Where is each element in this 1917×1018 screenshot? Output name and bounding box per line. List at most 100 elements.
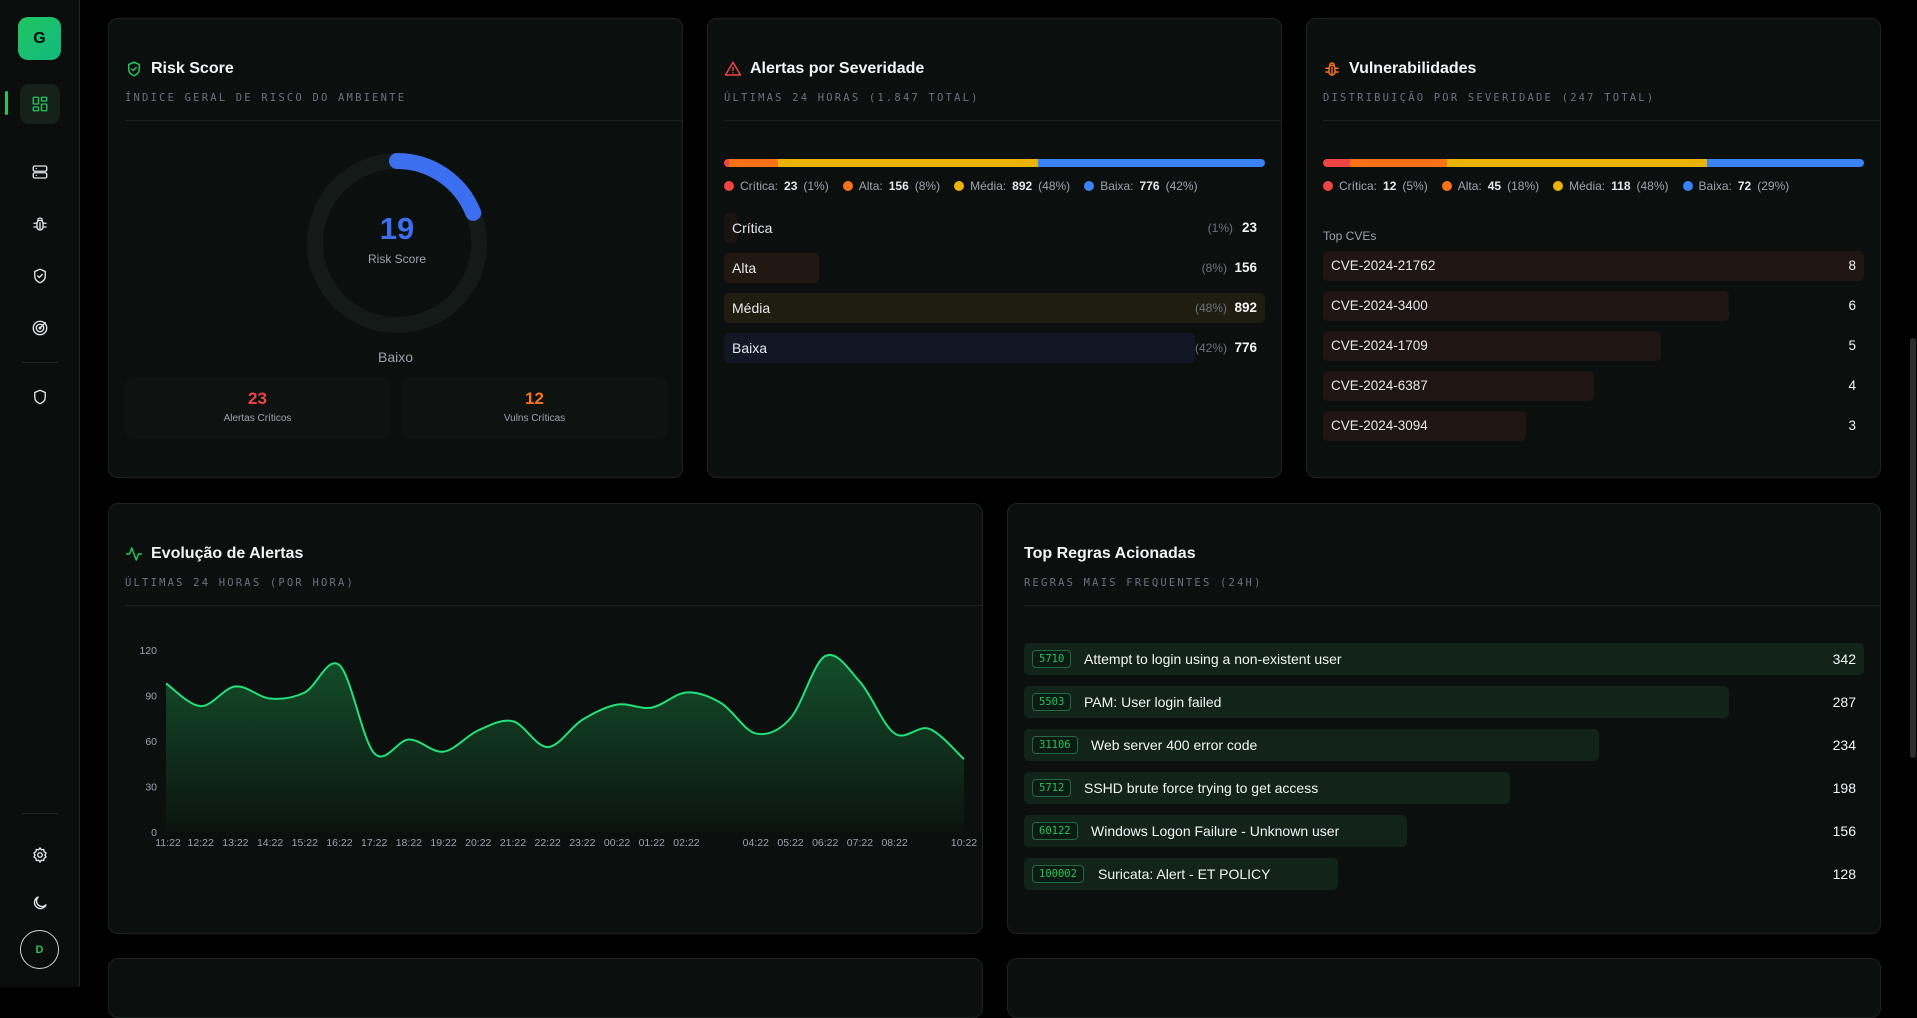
rule-count: 156 bbox=[1832, 823, 1856, 839]
shield-icon bbox=[34, 389, 46, 405]
x-tick-label: 16:22 bbox=[326, 837, 352, 849]
severity-pct: (48%) bbox=[1194, 301, 1227, 315]
alerts-severity-card: Alertas por Severidade ÚLTIMAS 24 HORAS … bbox=[707, 18, 1282, 478]
x-tick-label: 07:22 bbox=[847, 837, 873, 849]
settings-button[interactable] bbox=[20, 835, 60, 875]
x-tick-label: 18:22 bbox=[396, 837, 422, 849]
cve-id: CVE-2024-1709 bbox=[1331, 338, 1428, 353]
stack-segment bbox=[1323, 159, 1351, 167]
x-tick-label: 20:22 bbox=[465, 837, 491, 849]
rule-row[interactable]: 100002 Suricata: Alert - ET POLICY 128 bbox=[1024, 858, 1864, 890]
legend-pct: (48%) bbox=[1636, 179, 1669, 193]
stack-segment bbox=[778, 159, 1038, 167]
radar-icon bbox=[32, 320, 48, 336]
legend-dot bbox=[1441, 181, 1452, 191]
vulns-title: Vulnerabilidades bbox=[1349, 60, 1477, 77]
stat-value: 12 bbox=[525, 389, 544, 408]
severity-name: Alta bbox=[732, 260, 757, 276]
cve-row[interactable]: CVE-2024-3094 3 bbox=[1323, 411, 1864, 441]
severity-bar bbox=[724, 333, 1195, 363]
rule-row[interactable]: 31106 Web server 400 error code 234 bbox=[1024, 729, 1864, 761]
cve-row[interactable]: CVE-2024-21762 8 bbox=[1323, 251, 1864, 281]
card-title: Vulnerabilidades bbox=[1323, 60, 1476, 78]
top-cves-label: Top CVEs bbox=[1323, 229, 1377, 243]
sidebar-divider bbox=[22, 813, 58, 814]
severity-row[interactable]: Baixa (42%) 776 bbox=[724, 333, 1265, 363]
rule-row[interactable]: 5710 Attempt to login using a non-existe… bbox=[1024, 643, 1864, 675]
warning-icon bbox=[724, 61, 742, 76]
app-logo[interactable]: G bbox=[18, 17, 61, 60]
sidebar-item-servers[interactable] bbox=[20, 152, 60, 192]
legend-dot bbox=[842, 181, 853, 191]
card-header: Evolução de Alertas ÚLTIMAS 24 HORAS (PO… bbox=[125, 504, 982, 606]
cve-id: CVE-2024-3400 bbox=[1331, 298, 1428, 313]
risk-score-card: Risk Score ÍNDICE GERAL DE RISCO DO AMBI… bbox=[108, 18, 683, 478]
cve-row[interactable]: CVE-2024-3400 6 bbox=[1323, 291, 1864, 321]
moon-icon bbox=[33, 896, 47, 910]
evolution-title: Evolução de Alertas bbox=[151, 545, 304, 562]
sidebar-item-radar[interactable] bbox=[20, 308, 60, 348]
sidebar-item-vulnerabilities[interactable] bbox=[20, 204, 60, 244]
severity-name: Baixa bbox=[732, 340, 768, 356]
sidebar-item-shield[interactable] bbox=[20, 377, 60, 417]
user-avatar[interactable]: D bbox=[20, 930, 59, 969]
legend-pct: (1%) bbox=[803, 179, 829, 193]
stack-segment bbox=[724, 159, 730, 167]
top-rules-card: Top Regras Acionadas REGRAS MAIS FREQUEN… bbox=[1007, 503, 1881, 934]
alerts-subtitle: ÚLTIMAS 24 HORAS (1.847 TOTAL) bbox=[724, 92, 980, 104]
card-title: Alertas por Severidade bbox=[724, 60, 924, 78]
legend-item: Alta: 45 (18%) bbox=[1441, 179, 1539, 193]
x-tick-label: 00:22 bbox=[604, 837, 630, 849]
rule-row[interactable]: 60122 Windows Logon Failure - Unknown us… bbox=[1024, 815, 1864, 847]
cve-count: 6 bbox=[1848, 298, 1856, 313]
risk-title: Risk Score bbox=[151, 60, 234, 77]
cve-bar bbox=[1323, 411, 1526, 441]
sidebar-item-security[interactable] bbox=[20, 256, 60, 296]
stack-segment bbox=[1707, 159, 1864, 167]
severity-name: Média bbox=[732, 300, 771, 316]
card-header: Top Regras Acionadas REGRAS MAIS FREQUEN… bbox=[1024, 504, 1880, 606]
legend-pct: (48%) bbox=[1038, 179, 1071, 193]
y-tick-label: 120 bbox=[139, 645, 157, 657]
x-tick-label: 04:22 bbox=[743, 837, 769, 849]
legend-name: Alta: bbox=[1457, 179, 1482, 193]
rule-row[interactable]: 5712 SSHD brute force trying to get acce… bbox=[1024, 772, 1864, 804]
x-tick-label: 22:22 bbox=[535, 837, 561, 849]
legend-dot bbox=[1084, 181, 1095, 191]
page-scrollbar[interactable] bbox=[1910, 338, 1916, 758]
alerts-legend: Crítica: 23 (1%) Alta: 156 (8%) Média: 892 (48… bbox=[724, 179, 1198, 193]
severity-row[interactable]: Crítica (1%) 23 bbox=[724, 213, 1265, 243]
dashboard-icon bbox=[32, 96, 48, 112]
evolution-subtitle: ÚLTIMAS 24 HORAS (POR HORA) bbox=[125, 577, 356, 589]
cve-row[interactable]: CVE-2024-1709 5 bbox=[1323, 331, 1864, 361]
sidebar: G D bbox=[0, 0, 80, 987]
rule-bar bbox=[1024, 772, 1511, 804]
cve-row[interactable]: CVE-2024-6387 4 bbox=[1323, 371, 1864, 401]
rule-name: Suricata: Alert - ET POLICY bbox=[1098, 866, 1271, 882]
rule-row[interactable]: 5503 PAM: User login failed 287 bbox=[1024, 686, 1864, 718]
card-title: Risk Score bbox=[125, 60, 234, 78]
card-header: Risk Score ÍNDICE GERAL DE RISCO DO AMBI… bbox=[125, 19, 682, 121]
card-title: Evolução de Alertas bbox=[125, 545, 303, 563]
legend-value: 118 bbox=[1611, 179, 1631, 193]
shield-check-icon bbox=[128, 61, 140, 77]
rule-name: Windows Logon Failure - Unknown user bbox=[1091, 823, 1340, 839]
server-icon bbox=[32, 165, 48, 179]
legend-dot bbox=[1323, 181, 1333, 191]
legend-value: 45 bbox=[1487, 179, 1502, 193]
rule-id-badge: 100002 bbox=[1032, 865, 1084, 883]
legend-name: Média: bbox=[1569, 179, 1606, 193]
severity-row[interactable]: Média (48%) 892 bbox=[724, 293, 1265, 323]
card-header: Alertas por Severidade ÚLTIMAS 24 HORAS … bbox=[724, 19, 1281, 121]
x-tick-label: 15:22 bbox=[292, 837, 318, 849]
sidebar-item-dashboard[interactable] bbox=[20, 84, 60, 124]
rules-subtitle: REGRAS MAIS FREQUENTES (24H) bbox=[1024, 577, 1263, 589]
shield-check-icon bbox=[34, 268, 46, 284]
risk-gauge-arc bbox=[307, 153, 487, 333]
cve-bar bbox=[1323, 331, 1662, 361]
y-tick-label: 90 bbox=[145, 691, 157, 703]
theme-toggle-button[interactable] bbox=[20, 883, 60, 923]
cve-bar bbox=[1323, 251, 1864, 281]
severity-row[interactable]: Alta (8%) 156 bbox=[724, 253, 1265, 283]
stat-critical-alerts: 23 Alertas Críticos bbox=[125, 377, 390, 439]
